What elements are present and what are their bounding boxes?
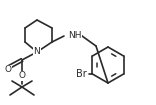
Text: O: O — [5, 66, 12, 75]
Text: N: N — [34, 47, 40, 56]
Text: Br: Br — [76, 69, 86, 79]
Text: O: O — [19, 72, 25, 81]
Text: NH: NH — [68, 32, 81, 41]
